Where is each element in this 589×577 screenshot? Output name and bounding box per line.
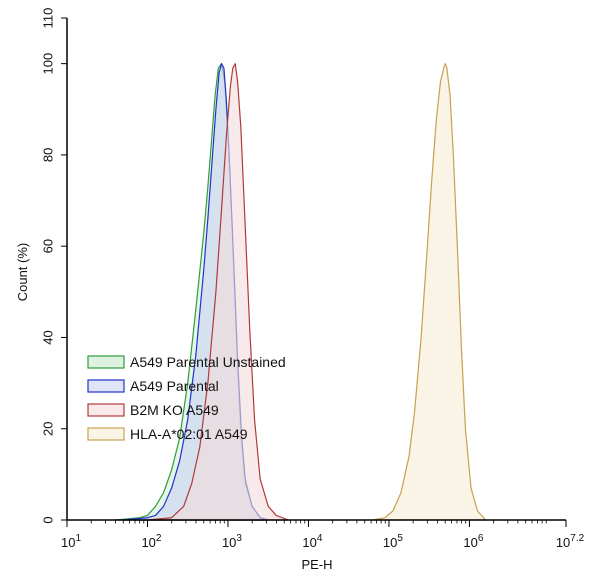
plot-background (67, 18, 566, 520)
legend-label-3: B2M KO A549 (130, 402, 219, 418)
y-axis-title: Count (%) (15, 243, 30, 302)
x-axis-title: PE-H (301, 557, 332, 572)
legend-label-4: HLA-A*02:01 A549 (130, 426, 248, 442)
x-tick-label-3: 103 (222, 533, 242, 550)
axes-layer: 0 20 40 60 80 100 110 101 102 103 104 105 106 107.2 (41, 8, 585, 550)
legend-swatch-3 (87, 403, 125, 417)
legend-swatch-2 (87, 379, 125, 393)
series-layer (114, 63, 487, 521)
y-tick-label-0: 0 (41, 516, 56, 523)
y-tick-label-40: 40 (41, 330, 56, 344)
y-tick-label-110: 110 (41, 8, 56, 29)
legend-label-1: A549 Parental Unstained (130, 354, 286, 370)
x-tick-label-2: 102 (141, 533, 161, 550)
series-area-4 (372, 63, 487, 521)
legend-label-2: A549 Parental (130, 378, 219, 394)
plot-area (67, 18, 566, 520)
series-area-3 (146, 63, 289, 521)
y-tick-label-60: 60 (41, 239, 56, 253)
y-tick-label-20: 20 (41, 421, 56, 435)
y-tick-label-80: 80 (41, 148, 56, 162)
x-tick-label-4: 104 (302, 533, 322, 550)
legend: A549 Parental Unstained A549 Parental B2M … (87, 354, 286, 442)
x-tick-label-7: 107.2 (556, 533, 585, 550)
x-tick-label-5: 105 (383, 533, 403, 550)
x-tick-label-6: 106 (463, 533, 483, 550)
y-tick-label-100: 100 (41, 53, 56, 75)
legend-swatch-1 (87, 355, 125, 369)
x-tick-label-1: 101 (61, 533, 81, 550)
legend-swatch-4 (87, 427, 125, 441)
